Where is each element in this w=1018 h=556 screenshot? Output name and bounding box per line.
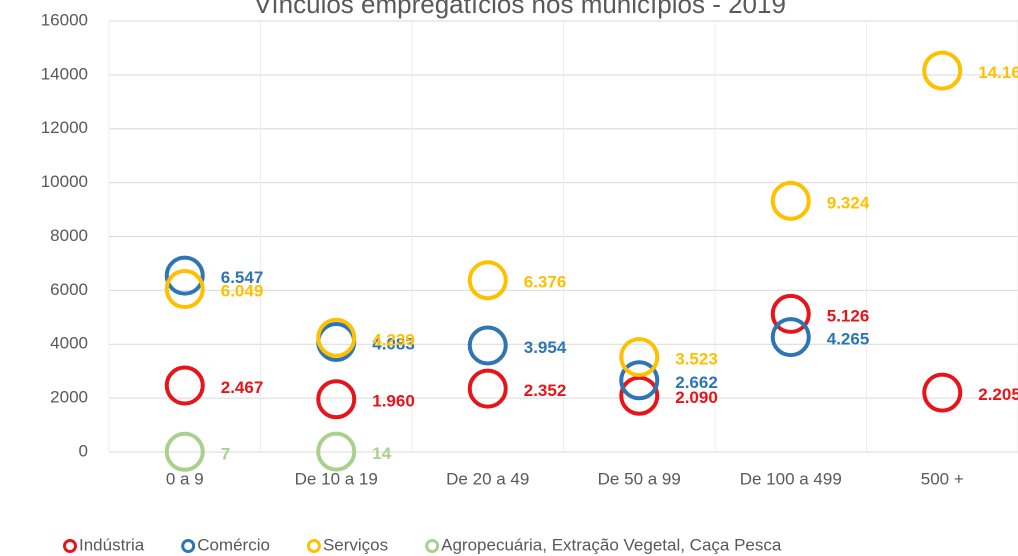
marker: [770, 293, 811, 334]
legend-marker: [181, 539, 196, 553]
data-label: 4.083: [372, 334, 415, 353]
legend-label: Serviços: [323, 535, 388, 554]
marker: [164, 269, 205, 310]
marker: [316, 317, 357, 358]
data-label: 7: [221, 444, 230, 463]
x-tick-label: De 20 a 49: [446, 469, 529, 488]
x-tick-label: De 50 a 99: [598, 469, 681, 488]
data-label: 4.239: [372, 330, 415, 349]
marker: [619, 375, 660, 416]
y-tick-label: 12000: [41, 118, 88, 137]
legend-marker: [306, 539, 321, 553]
data-label: 14.160: [978, 63, 1018, 82]
data-label: 5.126: [827, 306, 870, 325]
legend-label: Comércio: [197, 535, 270, 554]
data-label: 6.049: [221, 282, 264, 301]
marker: [164, 431, 205, 472]
data-label: 14: [372, 444, 391, 463]
x-tick-label: 0 a 9: [166, 469, 204, 488]
marker: [922, 50, 963, 91]
marker: [467, 260, 508, 301]
chart-title: Vínculos empregatícios nos municípios - …: [254, 0, 786, 19]
data-label: 1.960: [372, 392, 415, 411]
y-tick-label: 8000: [50, 226, 88, 245]
marker: [619, 360, 660, 401]
marker: [316, 431, 357, 472]
legend-label: Indústria: [79, 535, 145, 554]
y-tick-label: 16000: [41, 10, 88, 29]
data-label: 3.954: [524, 338, 567, 357]
y-tick-label: 0: [79, 441, 88, 460]
y-tick-label: 2000: [50, 388, 88, 407]
data-label: 6.376: [524, 273, 567, 292]
legend-label: Agropecuária, Extração Vegetal, Caça Pes…: [441, 535, 782, 554]
data-label: 2.662: [675, 373, 718, 392]
marker: [316, 379, 357, 420]
data-label: 9.324: [827, 193, 870, 212]
marker: [467, 325, 508, 366]
y-tick-label: 6000: [50, 280, 88, 299]
data-label: 4.265: [827, 330, 870, 349]
y-tick-label: 10000: [41, 172, 88, 191]
y-tick-label: 14000: [41, 64, 88, 83]
y-tick-label: 4000: [50, 334, 88, 353]
marker: [770, 180, 811, 221]
x-tick-label: 500 +: [921, 469, 964, 488]
data-label: 6.547: [221, 268, 264, 287]
legend-marker: [63, 539, 77, 553]
marker: [619, 337, 660, 378]
x-tick-label: De 100 a 499: [740, 469, 842, 488]
marker: [164, 365, 205, 406]
marker: [467, 368, 508, 409]
marker: [164, 255, 205, 296]
data-label: 2.467: [221, 378, 264, 397]
marker: [922, 372, 963, 413]
data-label: 2.205: [978, 385, 1018, 404]
data-label: 2.090: [675, 388, 718, 407]
x-tick-label: De 10 a 19: [295, 469, 378, 488]
marker: [770, 317, 811, 358]
data-label: 2.352: [524, 381, 567, 400]
data-label: 3.523: [675, 350, 718, 369]
legend-marker: [425, 539, 440, 553]
